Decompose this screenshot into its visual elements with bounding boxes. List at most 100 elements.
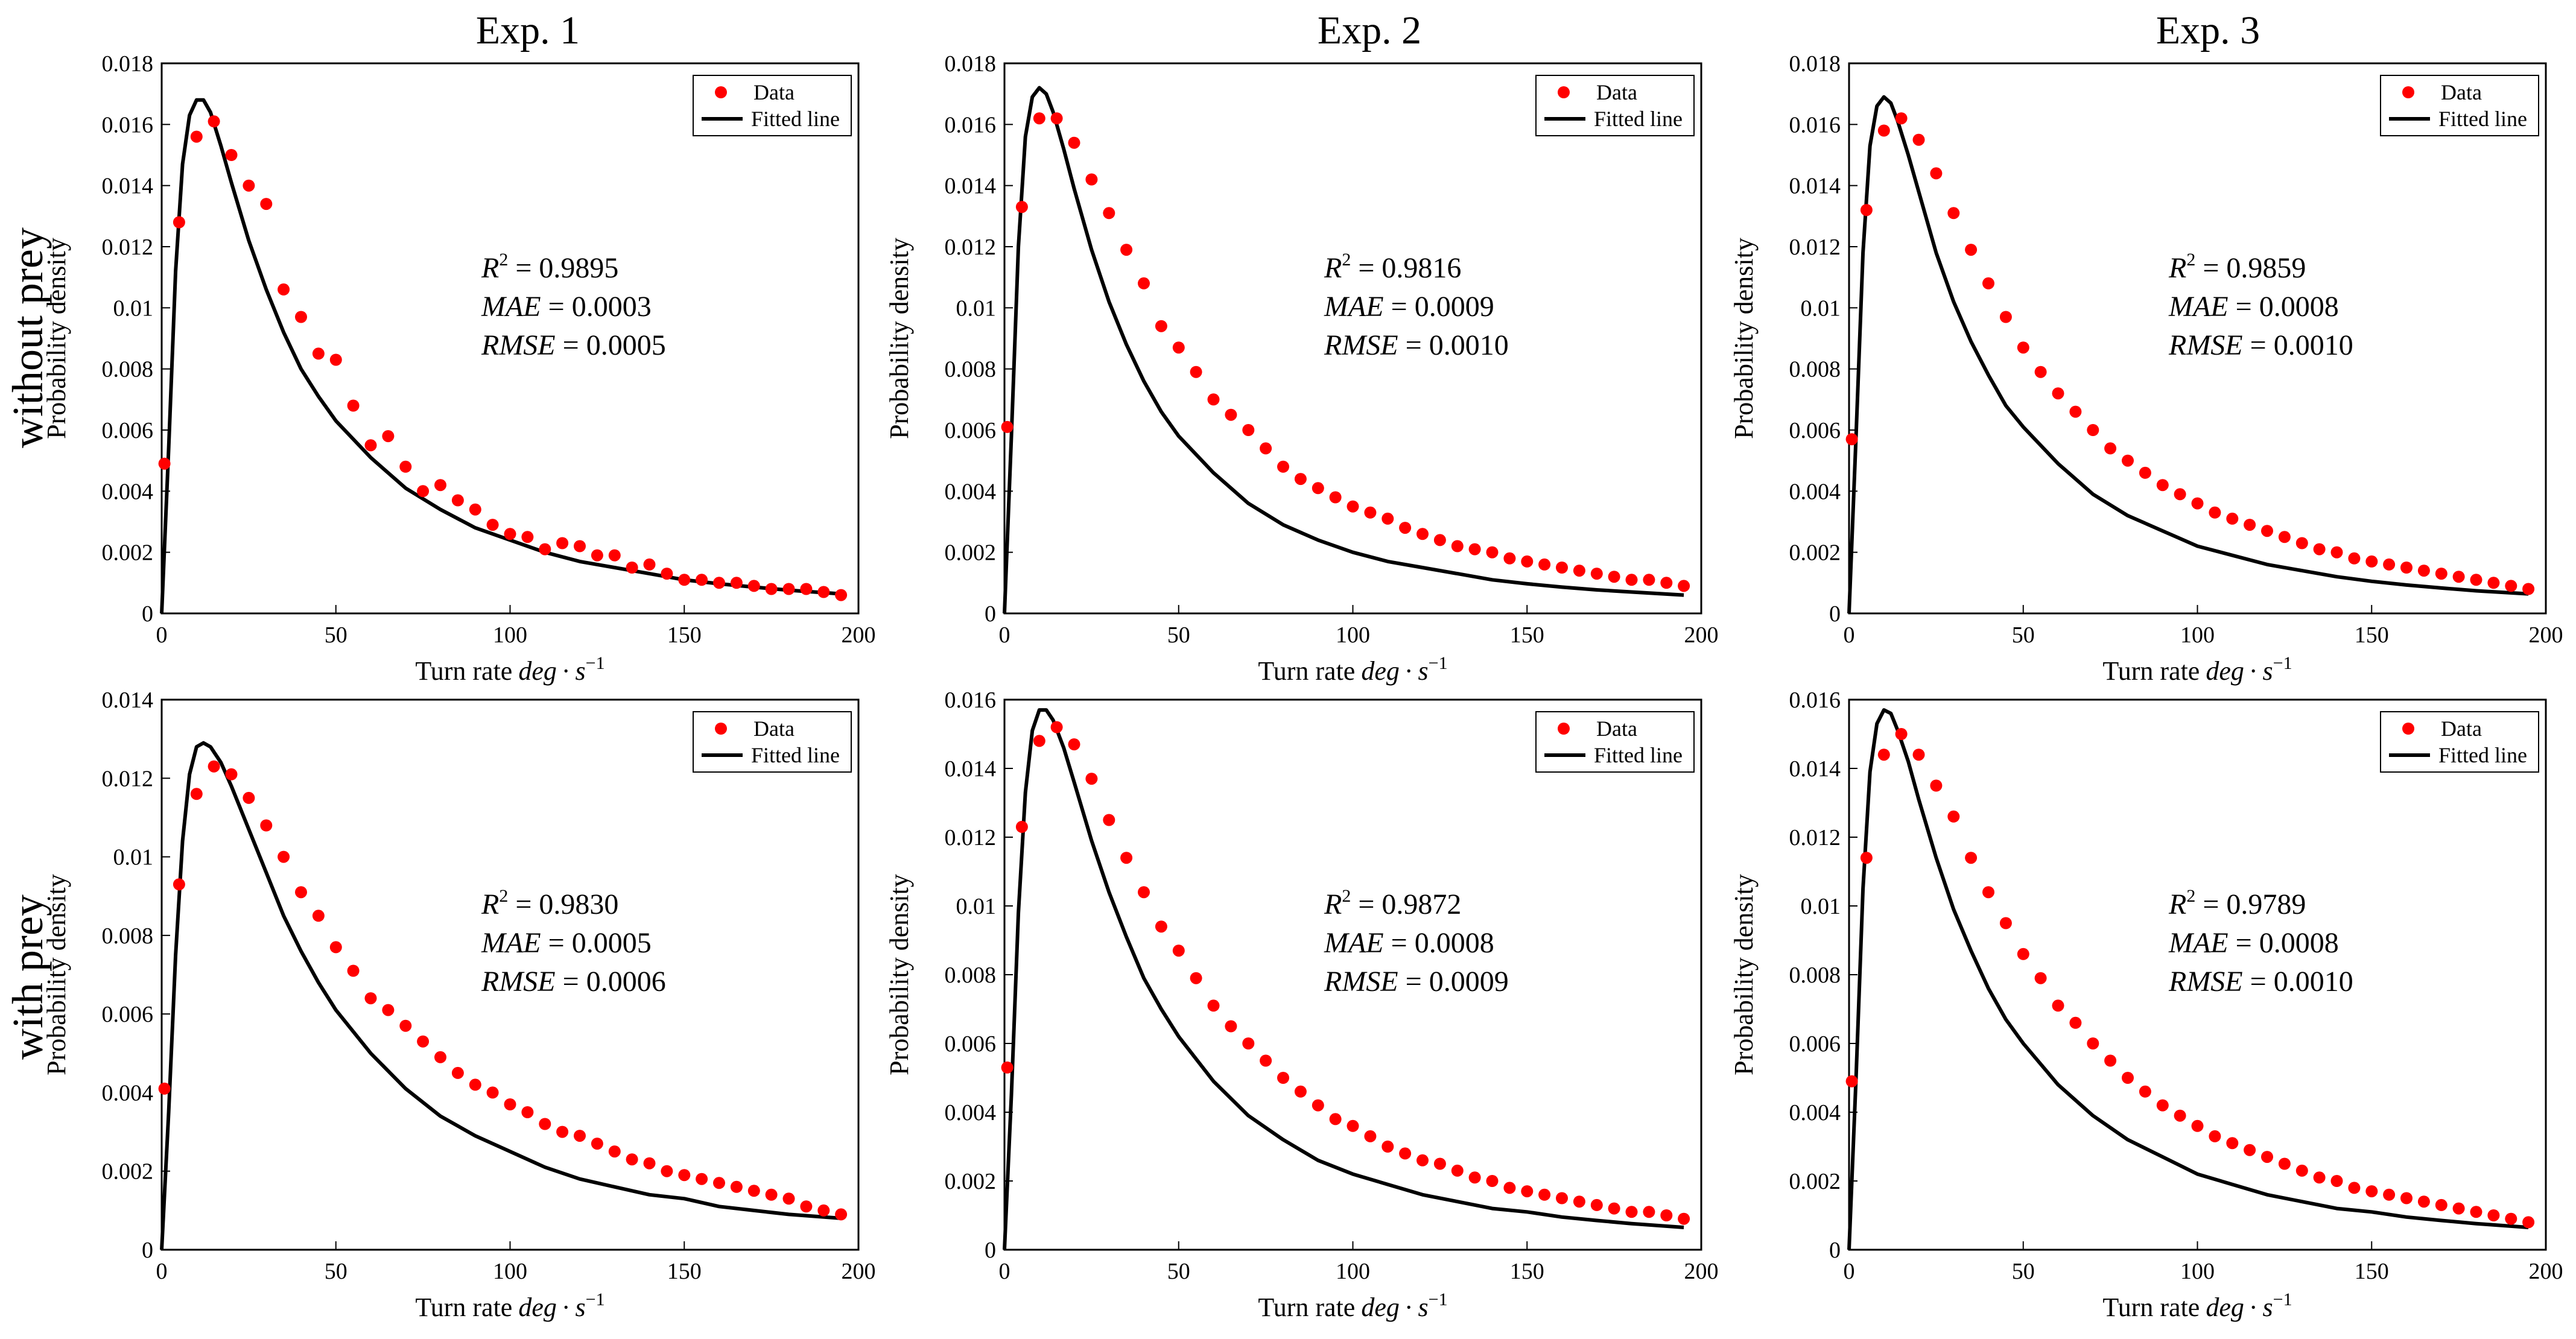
- x-axis-label: Turn rate deg · s−1: [1258, 653, 1447, 686]
- data-point: [1242, 424, 1255, 436]
- data-point: [800, 583, 813, 595]
- data-point: [2435, 1198, 2448, 1211]
- data-point: [2139, 466, 2151, 479]
- data-point: [1877, 749, 1890, 761]
- data-point: [2017, 948, 2029, 960]
- data-point: [1999, 311, 2012, 323]
- y-tick-label: 0.016: [945, 112, 997, 138]
- data-point: [2261, 525, 2273, 537]
- data-point: [1660, 1209, 1673, 1221]
- chart-panels: 0 50 100 150 200 0 0.002 0.004 0.006 0.008 0.01 0.0…: [42, 51, 2563, 1322]
- x-axis-unit-exponent: −1: [586, 1290, 605, 1309]
- x-tick-label: 200: [2529, 1259, 2563, 1284]
- y-tick-label: 0.014: [1789, 756, 1841, 782]
- data-point: [417, 485, 430, 498]
- metric-value: 0.9789: [2226, 888, 2306, 920]
- data-point: [1860, 852, 1873, 864]
- data-point: [1860, 204, 1873, 217]
- y-tick-label: 0: [142, 601, 153, 627]
- data-point: [1930, 779, 1943, 792]
- data-point: [2017, 341, 2029, 354]
- data-point: [158, 457, 171, 470]
- metric-value: 0.0008: [2259, 291, 2339, 323]
- metric-value: 0.9816: [1382, 252, 1461, 284]
- data-point: [312, 347, 325, 360]
- data-point: [243, 791, 255, 804]
- y-tick-label: 0.006: [1789, 418, 1841, 443]
- data-point: [1364, 1130, 1377, 1142]
- data-point: [278, 283, 290, 296]
- data-point: [2104, 1054, 2117, 1067]
- metric-mae: MAE = 0.0003: [481, 291, 652, 323]
- data-point: [521, 1106, 534, 1118]
- x-axis-label: Turn rate deg · s−1: [2102, 1290, 2292, 1322]
- metric-value: 0.0005: [586, 329, 666, 361]
- data-point: [1416, 1154, 1429, 1166]
- data-point: [1120, 244, 1133, 256]
- data-point: [2522, 583, 2535, 595]
- data-point: [1225, 408, 1237, 421]
- data-point: [225, 768, 238, 780]
- data-point: [1678, 580, 1690, 592]
- data-point: [173, 216, 185, 229]
- legend-label-fitted: Fitted line: [751, 743, 840, 767]
- data-point: [1329, 1113, 1342, 1125]
- data-point: [1678, 1212, 1690, 1225]
- legend-box: [2380, 75, 2539, 136]
- data-point: [574, 540, 586, 552]
- data-point: [1103, 207, 1115, 220]
- y-tick-label: 0.01: [956, 296, 997, 321]
- data-point: [1999, 917, 2012, 929]
- x-axis-unit: deg: [518, 1293, 557, 1322]
- data-point: [295, 311, 307, 323]
- data-point: [817, 1204, 830, 1217]
- data-point: [278, 850, 290, 863]
- metric-mae: MAE = 0.0008: [2168, 927, 2339, 959]
- data-point: [643, 1157, 656, 1170]
- data-point: [399, 1019, 412, 1032]
- data-point: [1416, 528, 1429, 540]
- x-axis-unit-dot: ·: [1404, 656, 1413, 686]
- legend-label-data: Data: [2441, 80, 2482, 104]
- data-point: [1877, 124, 1890, 137]
- data-point: [678, 1169, 691, 1182]
- x-axis-label: Turn rate deg · s−1: [415, 1290, 604, 1322]
- data-point: [696, 1173, 708, 1185]
- x-axis-unit-s: s: [1418, 656, 1429, 686]
- data-point: [713, 577, 725, 589]
- data-point: [1538, 558, 1551, 571]
- x-axis-label: Turn rate deg · s−1: [2102, 653, 2292, 686]
- x-axis-unit: deg: [2206, 1293, 2244, 1322]
- data-point: [2505, 580, 2517, 592]
- x-axis-unit-exponent: −1: [2273, 1290, 2292, 1309]
- x-tick-label: 150: [2355, 622, 2389, 648]
- data-point: [1260, 1054, 1272, 1067]
- x-axis-unit-s: s: [576, 656, 586, 686]
- data-point: [1643, 1206, 1655, 1218]
- legend-label-data: Data: [1596, 80, 1637, 104]
- data-point: [2505, 1212, 2517, 1225]
- y-tick-label: 0.018: [945, 51, 997, 77]
- data-point: [1895, 728, 1908, 740]
- metric-r: R2 = 0.9789: [2168, 886, 2306, 920]
- data-point: [1172, 341, 1185, 354]
- data-point: [696, 574, 708, 586]
- data-point: [1895, 112, 1908, 125]
- data-point: [1312, 482, 1324, 495]
- data-point: [2383, 558, 2396, 571]
- data-point: [1050, 112, 1063, 125]
- y-tick-label: 0.006: [945, 1031, 997, 1057]
- data-point: [1190, 972, 1202, 984]
- data-point: [1556, 562, 1568, 574]
- data-point: [504, 528, 516, 540]
- metric-r: R2 = 0.9895: [481, 250, 618, 284]
- x-axis-unit-exponent: −1: [2273, 653, 2292, 673]
- data-point: [2417, 565, 2430, 577]
- data-point: [765, 583, 778, 595]
- y-tick-label: 0.01: [113, 296, 154, 321]
- y-axis-label: Probability density: [42, 874, 71, 1075]
- data-point: [2417, 1195, 2430, 1208]
- data-point: [2156, 479, 2169, 492]
- y-tick-label: 0.008: [945, 963, 997, 988]
- y-tick-label: 0: [985, 601, 996, 627]
